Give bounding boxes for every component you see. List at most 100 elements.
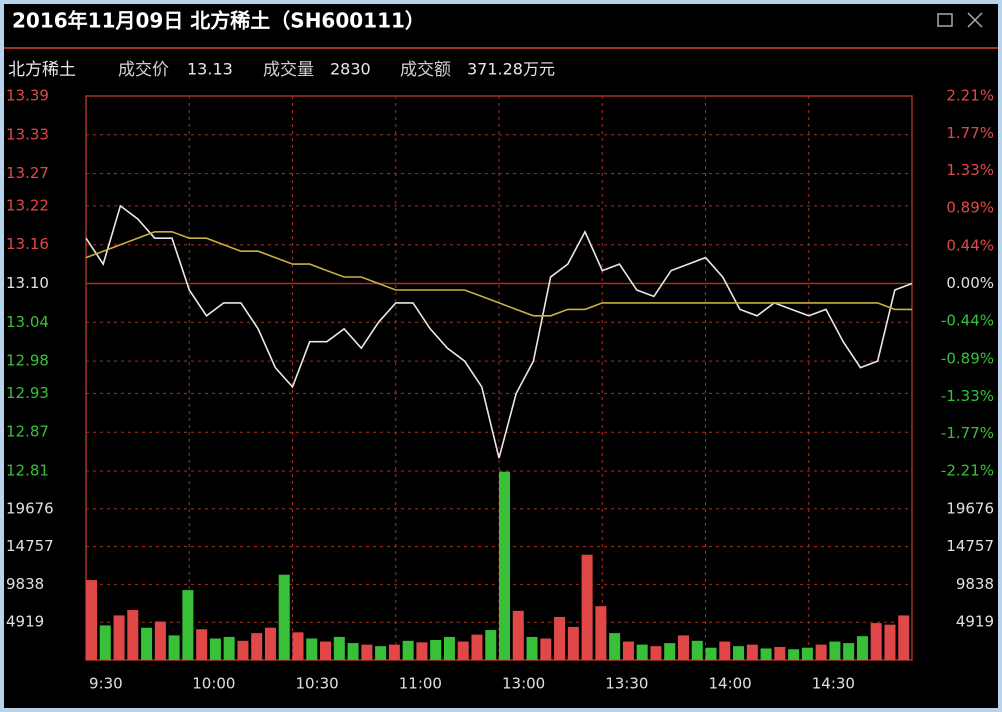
volume-bar (471, 634, 483, 660)
price-line (85, 231, 912, 317)
volume-bar (870, 623, 882, 660)
volume-bar (499, 471, 511, 660)
volume-bar (801, 647, 813, 660)
y2-tick-label: 9838 (956, 575, 994, 593)
volume-bar (443, 636, 455, 660)
volume-bar (567, 626, 579, 660)
volume-bar (402, 640, 414, 660)
volume-bar (622, 641, 634, 660)
window-title: 2016年11月09日 北方稀土（SH600111） (12, 9, 425, 33)
volume-bar (856, 636, 868, 660)
volume-bar (361, 644, 373, 660)
volume-bar (843, 643, 855, 660)
volume-bar (815, 644, 827, 660)
x-tick-label: 13:00 (502, 675, 545, 693)
maximize-button[interactable] (937, 13, 953, 27)
volume-bar (774, 646, 786, 660)
info-value: 2830 (330, 60, 371, 79)
volume-bar (113, 615, 125, 660)
volume-bar (278, 574, 290, 660)
y-tick-label: 13.10 (6, 274, 49, 292)
y-tick-label: 19676 (6, 499, 54, 517)
volume-bar (512, 610, 524, 660)
x-tick-label: 9:30 (89, 675, 123, 693)
volume-bar (251, 633, 263, 660)
volume-bar (154, 621, 166, 660)
y2-tick-label: -0.89% (941, 350, 994, 368)
close-button[interactable] (967, 12, 983, 28)
volume-bar (209, 638, 221, 660)
y2-tick-label: -1.77% (941, 424, 994, 442)
y-tick-label: 13.22 (6, 196, 49, 214)
volume-bar (86, 580, 98, 660)
y2-tick-label: 4919 (956, 613, 994, 631)
volume-bar (457, 641, 469, 660)
info-label: 成交量 (263, 60, 314, 80)
volume-bar (388, 644, 400, 660)
volume-bar (375, 646, 387, 660)
y2-tick-label: 0.44% (946, 237, 994, 255)
volume-bar (746, 644, 758, 660)
y-tick-label: 4919 (6, 613, 44, 631)
y2-tick-label: -2.21% (941, 462, 994, 480)
volume-bar (264, 627, 276, 660)
volume-bar (430, 640, 442, 660)
volume-bar (733, 646, 745, 660)
volume-bar (829, 641, 841, 660)
y-tick-label: 13.04 (6, 313, 49, 331)
y-tick-label: 12.87 (6, 423, 49, 441)
volume-bar (182, 590, 194, 660)
y-tick-label: 14757 (6, 537, 54, 555)
y2-tick-label: 0.89% (946, 198, 994, 216)
volume-bar (760, 648, 772, 660)
volume-bar (292, 632, 304, 660)
info-label: 成交价 (118, 60, 169, 80)
y-tick-label: 13.16 (6, 235, 49, 253)
y2-tick-label: 0.00% (946, 274, 994, 292)
volume-bar (141, 627, 153, 660)
volume-bar (636, 644, 648, 660)
y-tick-label: 12.81 (6, 462, 49, 480)
y-tick-label: 13.33 (6, 125, 49, 143)
x-tick-label: 11:00 (399, 675, 442, 693)
volume-bar (196, 629, 208, 660)
volume-bar (526, 636, 538, 660)
volume-bar (127, 610, 139, 660)
y2-tick-label: -0.44% (941, 311, 994, 329)
x-tick-label: 10:00 (192, 675, 235, 693)
y2-tick-label: 14757 (946, 537, 994, 555)
info-label: 成交额 (400, 60, 451, 80)
y-tick-label: 13.39 (6, 87, 49, 105)
volume-bar (237, 640, 249, 660)
volume-bar (650, 646, 662, 660)
volume-bar (664, 643, 676, 660)
y-tick-label: 12.98 (6, 352, 49, 370)
volume-bar (416, 642, 428, 660)
volume-bar (581, 554, 593, 660)
volume-bar (485, 630, 497, 660)
info-value: 13.13 (187, 60, 233, 79)
x-tick-label: 14:00 (709, 675, 752, 693)
volume-bar (168, 635, 180, 660)
y-tick-label: 9838 (6, 575, 44, 593)
y2-tick-label: 2.21% (946, 87, 994, 105)
volume-bar (347, 643, 359, 660)
volume-bar (705, 647, 717, 660)
volume-bar (554, 616, 566, 660)
volume-bar (677, 635, 689, 660)
stock-name: 北方稀土 (8, 60, 76, 80)
volume-bar (609, 633, 621, 660)
x-tick-label: 10:30 (296, 675, 339, 693)
volume-bar (320, 641, 332, 660)
x-tick-label: 14:30 (812, 675, 855, 693)
volume-bar (691, 640, 703, 660)
info-value: 371.28万元 (467, 60, 555, 79)
volume-bar (333, 636, 345, 660)
y-tick-label: 12.93 (6, 384, 49, 402)
y2-tick-label: 19676 (946, 499, 994, 517)
volume-bar (223, 636, 235, 660)
x-tick-label: 13:30 (605, 675, 648, 693)
volume-bar (719, 641, 731, 660)
volume-bar (540, 638, 552, 660)
